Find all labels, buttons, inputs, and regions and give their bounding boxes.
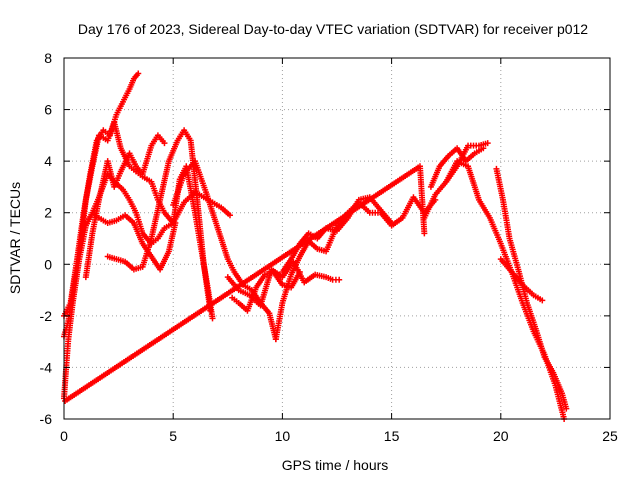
data-point [388, 220, 395, 227]
y-tick-label: -2 [40, 308, 53, 324]
data-point [207, 307, 214, 314]
y-tick-label: 0 [44, 256, 52, 272]
y-tick-label: 4 [44, 153, 52, 169]
axis-ticks: 0 5 10 15 20 25 -6 -4 -2 0 2 4 6 8 [40, 50, 618, 444]
series-track-e [82, 209, 179, 273]
data-point [296, 269, 303, 276]
series-outliers [62, 163, 428, 404]
y-tick-label: 8 [44, 50, 52, 66]
x-tick-label: 0 [60, 428, 68, 444]
data-point [336, 276, 343, 283]
data-points [61, 70, 570, 422]
series-track-o [493, 165, 570, 412]
series-track-g [170, 158, 279, 343]
data-point [226, 212, 233, 219]
series-track-p [497, 256, 546, 304]
x-tick-label: 5 [169, 428, 177, 444]
series-track-m [427, 145, 487, 190]
y-tick-label: -6 [40, 411, 53, 427]
y-tick-label: -4 [40, 359, 53, 375]
data-point [172, 220, 179, 227]
x-tick-label: 20 [493, 428, 509, 444]
series-track-j [272, 194, 439, 343]
plot-frame [63, 57, 611, 420]
data-point [539, 297, 546, 304]
series-track-d [82, 132, 168, 281]
chart-title: Day 176 of 2023, Sidereal Day-to-day VTE… [78, 21, 588, 37]
x-tick-label: 10 [275, 428, 291, 444]
y-tick-label: 6 [44, 102, 52, 118]
x-axis-label: GPS time / hours [282, 457, 389, 473]
data-point [209, 315, 216, 322]
x-tick-label: 25 [602, 428, 618, 444]
series-track-i [229, 269, 303, 314]
data-point [135, 70, 142, 77]
y-tick-label: 2 [44, 205, 52, 221]
data-point [161, 140, 168, 147]
x-tick-label: 15 [384, 428, 400, 444]
data-point [484, 140, 491, 147]
y-axis-label: SDTVAR / TECUs [7, 182, 23, 294]
data-point [421, 230, 428, 237]
grid-lines [64, 58, 610, 419]
data-point [563, 405, 570, 412]
series-track-n [443, 140, 491, 185]
